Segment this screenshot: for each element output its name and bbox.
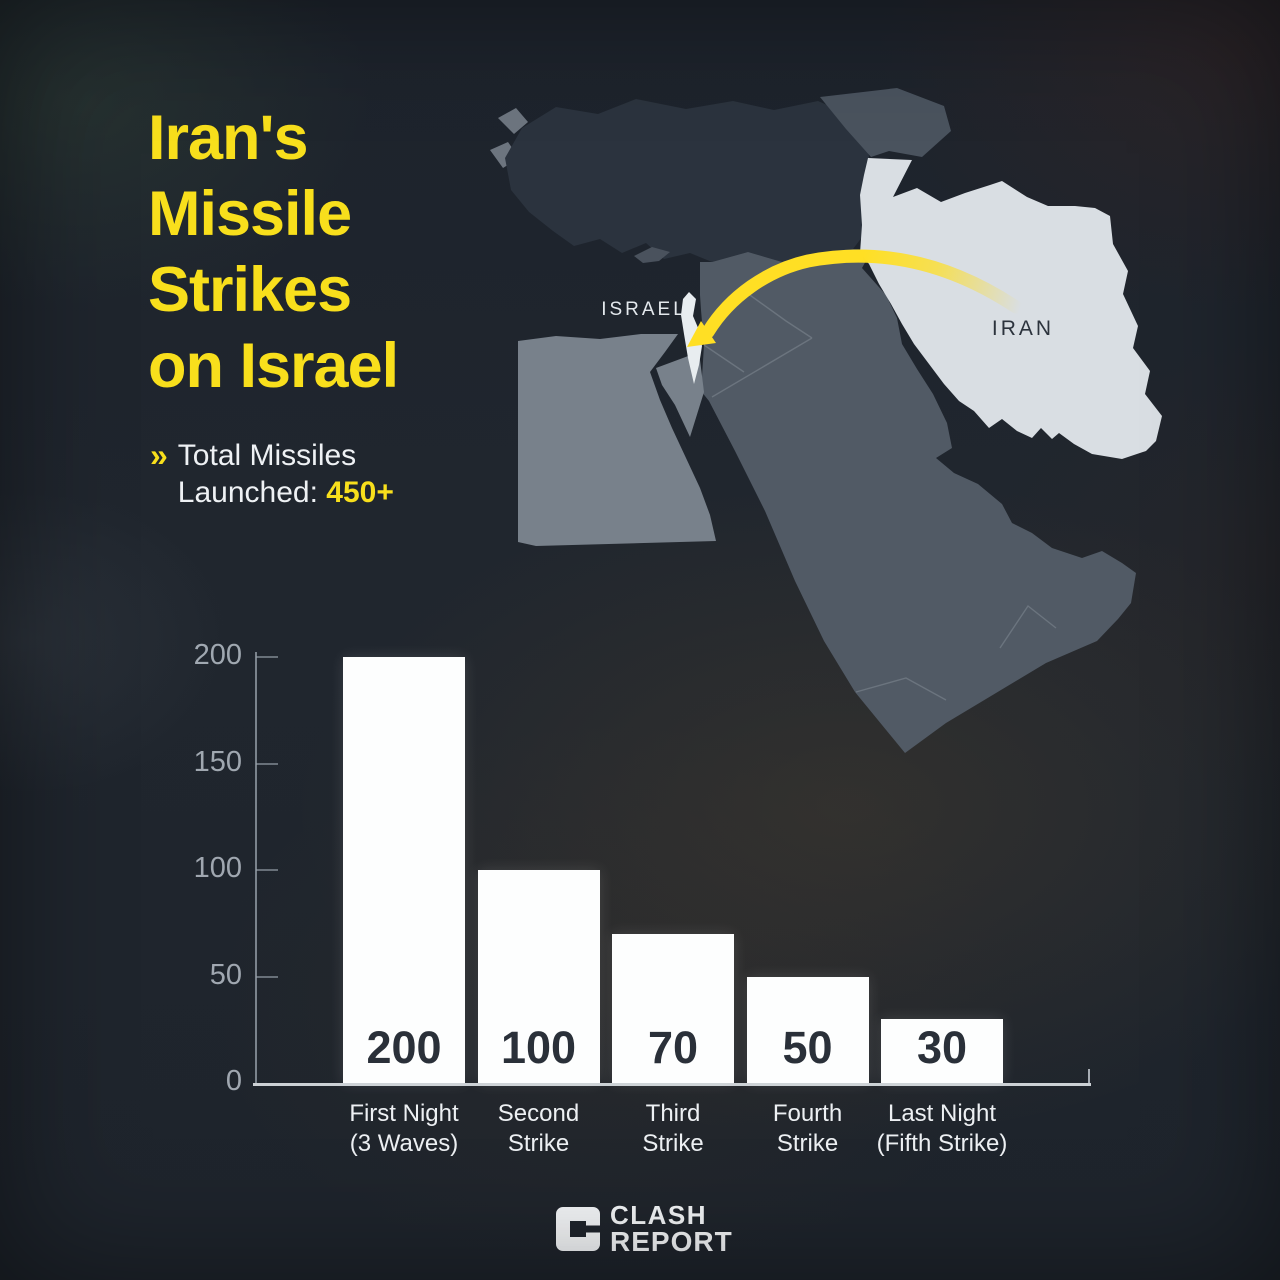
bar-3: 70	[612, 933, 734, 1083]
x-axis-end-tick	[1088, 1069, 1090, 1086]
bar-4: 50	[746, 976, 869, 1083]
map-label-iran: IRAN	[991, 317, 1055, 340]
bar-value-label: 200	[366, 1022, 442, 1073]
bar-value-label: 100	[500, 1022, 577, 1073]
bar-category-label: Second Strike	[497, 1100, 580, 1157]
clash-report-logo: CLASH REPORT	[556, 1202, 733, 1256]
y-axis-tick-label: 50	[209, 958, 242, 991]
x-axis-line	[253, 1083, 1091, 1086]
y-axis-tick-label: 0	[225, 1065, 242, 1097]
subtitle-value: 450+	[326, 476, 394, 509]
double-chevron-icon: »	[150, 437, 168, 473]
y-axis-tick-label: 100	[193, 852, 242, 884]
bar-category-label: Fourth Strike	[772, 1100, 843, 1157]
brand-line1: CLASH	[610, 1200, 708, 1230]
bar-value-label: 70	[647, 1021, 699, 1073]
subtitle: » Total Missiles Launched: 450+	[150, 437, 450, 511]
bar-category-label: Last Night (Fifth Strike)	[876, 1100, 1008, 1157]
y-axis-tick-label: 150	[193, 745, 242, 778]
bar-2: 100	[477, 870, 600, 1083]
y-axis-tick-mark	[256, 762, 278, 765]
page-title: Iran's Missile Strikes on Israel	[148, 103, 399, 401]
bar-value-label: 50	[782, 1022, 833, 1073]
bar-5: 30	[881, 1019, 1003, 1083]
y-axis-tick-mark	[256, 656, 278, 658]
y-axis-tick-mark	[256, 869, 278, 871]
brand-line2: REPORT	[610, 1226, 733, 1257]
y-axis-tick-label: 200	[193, 639, 242, 671]
y-axis-tick-mark	[256, 975, 278, 978]
bar-value-label: 30	[916, 1021, 968, 1073]
bar-category-label: Third Strike	[642, 1100, 704, 1157]
y-axis-line	[255, 652, 257, 1083]
bar-1: 200	[343, 657, 465, 1083]
clash-report-logo-icon	[556, 1207, 600, 1251]
subtitle-label: Total Missiles Launched:	[177, 439, 357, 509]
bar-category-label: First Night (3 Waves)	[349, 1100, 459, 1157]
map-label-israel: ISRAEL	[601, 299, 687, 320]
